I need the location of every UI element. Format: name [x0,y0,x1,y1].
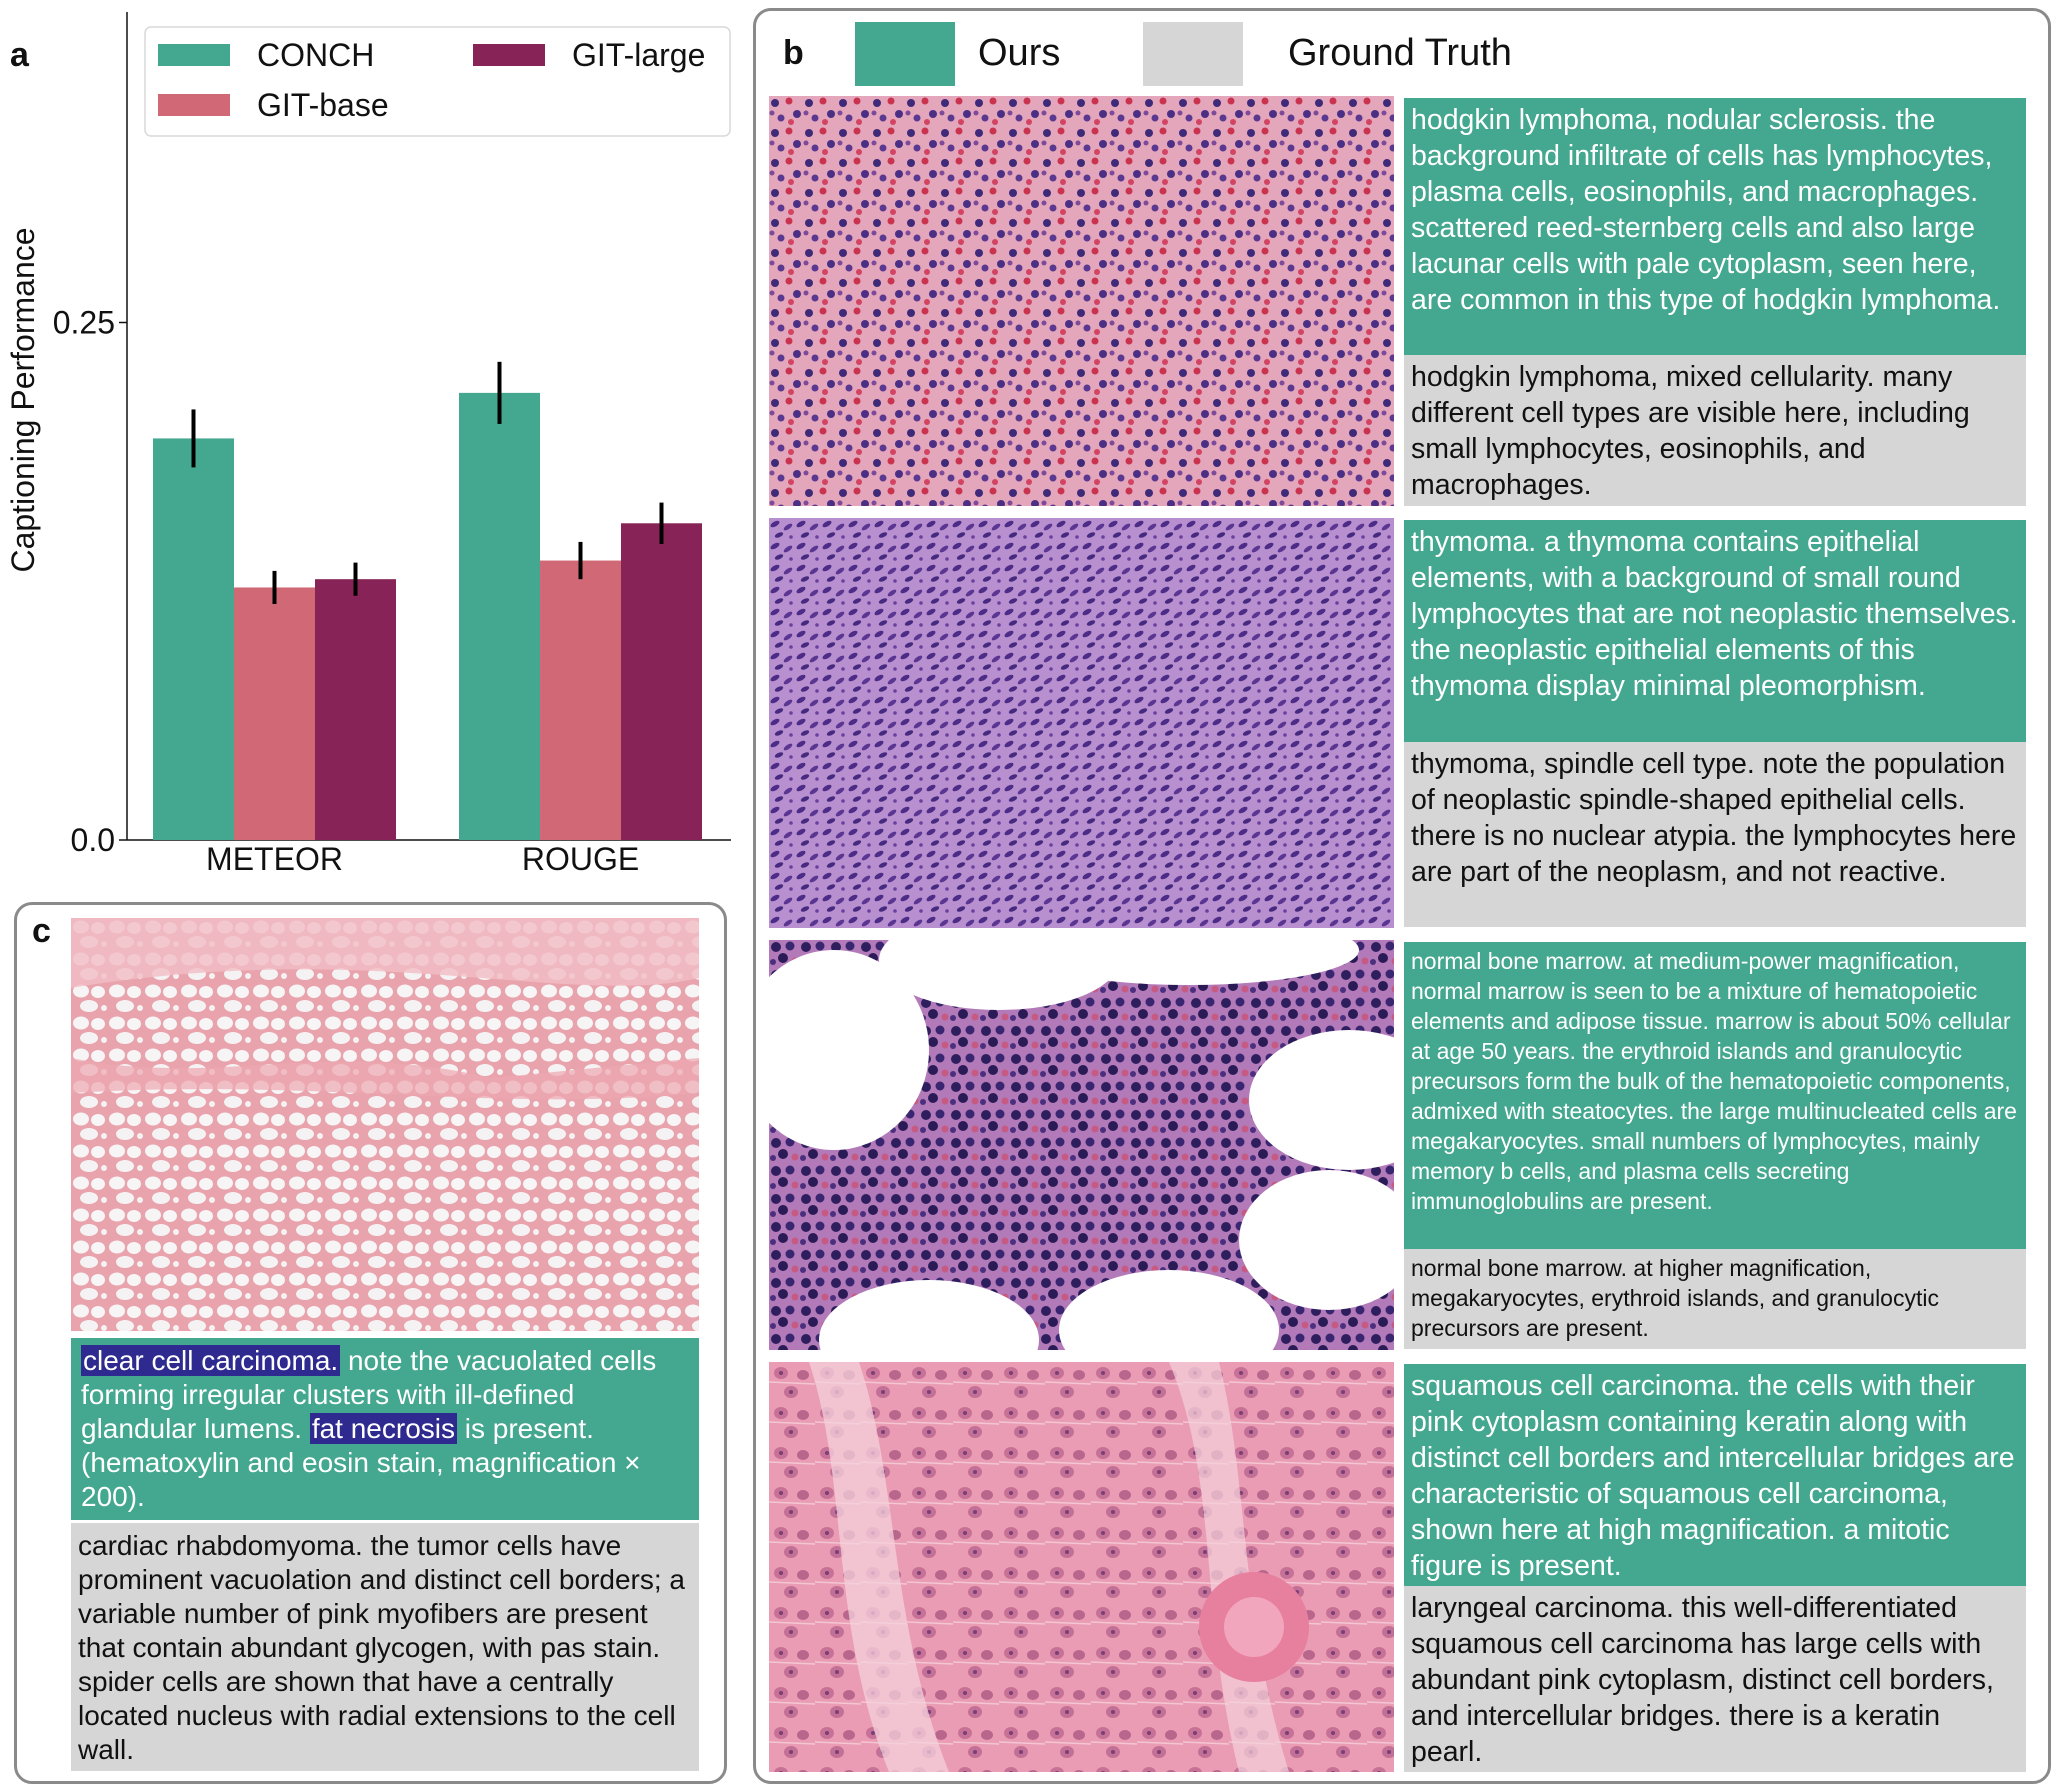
x-tick-label: METEOR [206,841,343,877]
panel-b-frame [753,8,2051,1784]
y-tick-label: 0.0 [71,822,115,858]
caption-gt-clear-cell: cardiac rhabdomyoma. the tumor cells hav… [71,1523,699,1771]
legend-swatch-conch [158,44,230,66]
bar-git-base-rouge [540,560,621,840]
caption-gt-thymoma: thymoma, spindle cell type. note the pop… [1404,742,2026,927]
caption-ours-text-1: note the vacuolated cells forming irregu… [81,1345,657,1444]
legend-gt-swatch [1143,22,1243,86]
histology-image-clear-cell [71,918,699,1331]
caption-ours-squamous: squamous cell carcinoma. the cells with … [1404,1364,2026,1586]
legend-label-git-large: GIT-large [572,37,705,73]
panel-c-label: c [32,912,51,950]
bar-git-large-meteor [315,579,396,840]
legend-gt-label: Ground Truth [1288,32,1512,74]
caption-gt-hodgkin: hodgkin lymphoma, mixed cellularity. man… [1404,355,2026,506]
legend-ours-swatch [855,22,955,86]
caption-ours-bone-marrow: normal bone marrow. at medium-power magn… [1404,942,2026,1249]
panel-c-frame [14,902,727,1784]
caption-ours-thymoma: thymoma. a thymoma contains epithelial e… [1404,520,2026,742]
captioning-bar-chart: 0.0 0.25 Captioning Performance METEOR ROUGE… [5,12,731,877]
legend-label-git-base: GIT-base [257,87,389,123]
legend-box [144,26,731,137]
caption-gt-squamous: laryngeal carcinoma. this well-different… [1404,1586,2026,1772]
highlight-fat-necrosis: fat necrosis [309,1413,457,1444]
bar-conch-rouge [459,392,540,840]
histology-image-squamous [769,1362,1394,1772]
caption-ours-text-2: is present. (hematoxylin and eosin stain… [81,1413,641,1512]
legend-label-conch: CONCH [257,37,374,73]
caption-ours-hodgkin: hodgkin lymphoma, nodular sclerosis. the… [1404,98,2026,355]
bar-conch-meteor [153,438,234,840]
highlight-clear-cell-carcinoma: clear cell carcinoma. [81,1345,341,1376]
x-tick-label: ROUGE [522,841,639,877]
bar-git-base-meteor [234,587,315,840]
panel-b-label: b [783,34,804,72]
histology-image-hodgkin [769,96,1394,506]
legend-ours-label: Ours [978,32,1061,74]
histology-image-thymoma [769,518,1394,928]
y-tick-label: 0.25 [53,305,115,341]
caption-ours-clear-cell: clear cell carcinoma. note the vacuolate… [71,1338,699,1520]
histology-image-bone-marrow [769,940,1394,1350]
caption-gt-bone-marrow: normal bone marrow. at higher magnificat… [1404,1249,2026,1349]
panel-a-label: a [10,36,29,74]
y-axis-label: Captioning Performance [5,227,41,572]
legend-swatch-git-base [158,94,230,116]
bar-git-large-rouge [621,523,702,840]
legend-swatch-git-large [473,44,545,66]
